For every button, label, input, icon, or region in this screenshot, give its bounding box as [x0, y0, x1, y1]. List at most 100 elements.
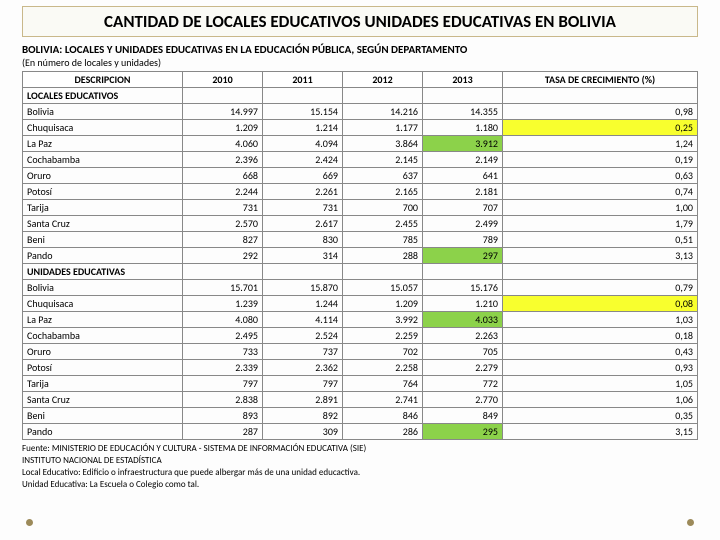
cell-value: 2.396	[183, 152, 263, 168]
table-row: La Paz4.0804.1143.9924.0331,03	[23, 312, 698, 328]
col-2011: 2011	[263, 72, 343, 88]
cell-value: 2.424	[263, 152, 343, 168]
cell-value: 668	[183, 168, 263, 184]
cell-value: 286	[343, 424, 423, 440]
empty-cell	[263, 264, 343, 280]
row-desc: Santa Cruz	[23, 392, 183, 408]
data-table: DESCRIPCION 2010 2011 2012 2013 TASA DE …	[22, 71, 698, 440]
table-subtitle: (En número de locales y unidades)	[22, 56, 698, 69]
cell-value: 287	[183, 424, 263, 440]
cell-value: 705	[423, 344, 503, 360]
section-row: UNIDADES EDUCATIVAS	[23, 264, 698, 280]
table-row: Santa Cruz2.8382.8912.7412.7701,06	[23, 392, 698, 408]
cell-value: 1.244	[263, 296, 343, 312]
cell-value: 707	[423, 200, 503, 216]
row-desc: La Paz	[23, 312, 183, 328]
empty-cell	[343, 88, 423, 104]
empty-cell	[423, 88, 503, 104]
cell-value: 0,93	[503, 360, 698, 376]
row-desc: Pando	[23, 248, 183, 264]
table-row: Bolivia15.70115.87015.05715.1760,79	[23, 280, 698, 296]
cell-value: 309	[263, 424, 343, 440]
row-desc: Potosí	[23, 184, 183, 200]
footer-def1: Local Educativo: Edificio o infraestruct…	[22, 467, 698, 479]
table-row: Potosí2.2442.2612.1652.1810,74	[23, 184, 698, 200]
row-desc: Tarija	[23, 376, 183, 392]
table-row: Santa Cruz2.5702.6172.4552.4991,79	[23, 216, 698, 232]
cell-value: 731	[263, 200, 343, 216]
empty-cell	[183, 88, 263, 104]
cell-value: 15.154	[263, 104, 343, 120]
cell-value: 0,35	[503, 408, 698, 424]
cell-value: 0,19	[503, 152, 698, 168]
cell-value: 1.180	[423, 120, 503, 136]
cell-value: 3,15	[503, 424, 698, 440]
cell-value: 3.992	[343, 312, 423, 328]
cell-value: 1.177	[343, 120, 423, 136]
cell-value: 1,79	[503, 216, 698, 232]
cell-value: 2.891	[263, 392, 343, 408]
cell-value: 2.339	[183, 360, 263, 376]
cell-value: 2.279	[423, 360, 503, 376]
cell-value: 1.209	[183, 120, 263, 136]
row-desc: Cochabamba	[23, 152, 183, 168]
cell-value: 1,00	[503, 200, 698, 216]
empty-cell	[503, 264, 698, 280]
cell-value: 2.258	[343, 360, 423, 376]
cell-value: 1.239	[183, 296, 263, 312]
cell-value: 731	[183, 200, 263, 216]
header-row: DESCRIPCION 2010 2011 2012 2013 TASA DE …	[23, 72, 698, 88]
cell-value: 846	[343, 408, 423, 424]
cell-value: 2.181	[423, 184, 503, 200]
cell-value: 737	[263, 344, 343, 360]
cell-value: 797	[263, 376, 343, 392]
cell-value: 2.244	[183, 184, 263, 200]
cell-value: 733	[183, 344, 263, 360]
cell-value: 2.259	[343, 328, 423, 344]
table-row: Potosí2.3392.3622.2582.2790,93	[23, 360, 698, 376]
cell-value: 893	[183, 408, 263, 424]
cell-value: 0,43	[503, 344, 698, 360]
empty-cell	[263, 88, 343, 104]
empty-cell	[343, 264, 423, 280]
cell-value: 2.455	[343, 216, 423, 232]
row-desc: Oruro	[23, 168, 183, 184]
cell-value: 830	[263, 232, 343, 248]
cell-value: 3.864	[343, 136, 423, 152]
row-desc: Chuquisaca	[23, 296, 183, 312]
cell-value: 0,63	[503, 168, 698, 184]
cell-value: 772	[423, 376, 503, 392]
cell-value: 764	[343, 376, 423, 392]
cell-value: 4.114	[263, 312, 343, 328]
cell-value: 702	[343, 344, 423, 360]
cell-value: 789	[423, 232, 503, 248]
col-2013: 2013	[423, 72, 503, 88]
row-desc: Potosí	[23, 360, 183, 376]
cell-value: 1.214	[263, 120, 343, 136]
cell-value: 14.216	[343, 104, 423, 120]
row-desc: Santa Cruz	[23, 216, 183, 232]
table-row: Beni8938928468490,35	[23, 408, 698, 424]
cell-value: 1,05	[503, 376, 698, 392]
col-2012: 2012	[343, 72, 423, 88]
table-row: Cochabamba2.4952.5242.2592.2630,18	[23, 328, 698, 344]
section-row: LOCALES EDUCATIVOS	[23, 88, 698, 104]
cell-value: 2.499	[423, 216, 503, 232]
cell-value: 0,51	[503, 232, 698, 248]
cell-value: 3.912	[423, 136, 503, 152]
table-row: Oruro6686696376410,63	[23, 168, 698, 184]
row-desc: Oruro	[23, 344, 183, 360]
row-desc: Pando	[23, 424, 183, 440]
row-desc: La Paz	[23, 136, 183, 152]
table-row: Oruro7337377027050,43	[23, 344, 698, 360]
cell-value: 2.495	[183, 328, 263, 344]
row-desc: Cochabamba	[23, 328, 183, 344]
cell-value: 797	[183, 376, 263, 392]
table-row: Beni8278307857890,51	[23, 232, 698, 248]
table-row: Pando2923142882973,13	[23, 248, 698, 264]
cell-value: 295	[423, 424, 503, 440]
cell-value: 1,24	[503, 136, 698, 152]
cell-value: 2.741	[343, 392, 423, 408]
cell-value: 288	[343, 248, 423, 264]
footer-block: Fuente: MINISTERIO DE EDUCACIÓN Y CULTUR…	[22, 443, 698, 491]
